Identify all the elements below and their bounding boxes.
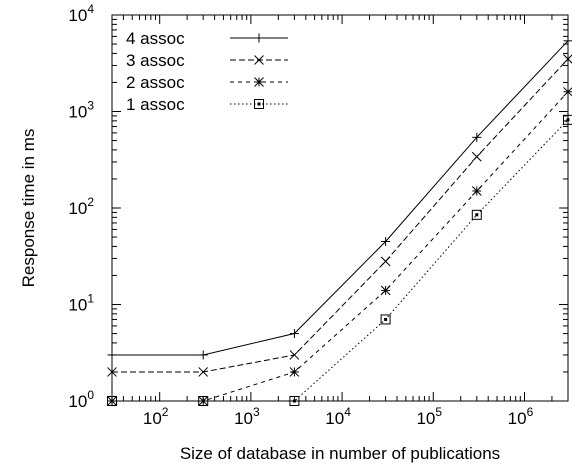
legend-label: 1 assoc (126, 95, 185, 114)
legend-marker (254, 55, 264, 65)
x-tick-label: 104 (325, 405, 351, 428)
x-tick-label: 102 (143, 405, 169, 428)
series (107, 36, 572, 406)
y-tick-label: 102 (68, 195, 94, 218)
series-point-3 (471, 186, 482, 196)
series-point-3 (289, 367, 300, 377)
legend-label: 2 assoc (126, 73, 185, 92)
series-point-1 (381, 236, 391, 246)
series-point-2 (289, 350, 300, 360)
series-point-1 (198, 350, 208, 360)
legend-label: 4 assoc (126, 29, 185, 48)
legend-marker (254, 99, 264, 109)
series-point-2 (471, 151, 482, 162)
series-point-1 (472, 132, 482, 142)
series-point-3 (380, 285, 391, 296)
series-point-2 (563, 54, 572, 64)
series-line-2 (112, 58, 569, 373)
series-point-2 (380, 256, 391, 267)
x-tick-label: 105 (416, 405, 442, 428)
x-axis-label: Size of database in number of publicatio… (180, 444, 500, 463)
y-axis-label: Response time in ms (19, 129, 38, 288)
series-line-1 (112, 40, 569, 356)
series-point-1 (107, 350, 117, 360)
series-point-1 (563, 36, 572, 46)
series-point-2 (107, 367, 117, 377)
series-point-3 (563, 86, 572, 97)
series-point-4 (107, 396, 117, 406)
series-point-4 (198, 396, 209, 406)
series-point-4 (563, 114, 572, 125)
y-tick-label: 101 (68, 292, 94, 315)
legend-label: 3 assoc (126, 51, 185, 70)
legend-marker (254, 77, 264, 87)
series-point-4 (380, 314, 391, 325)
y-tick-label: 103 (68, 99, 94, 122)
legend: 4 assoc 3 assoc 2 assoc 1 assoc (126, 29, 288, 114)
y-tick-label: 100 (68, 388, 94, 411)
series-point-4 (289, 396, 300, 406)
x-tick-label: 106 (508, 405, 534, 428)
series-point-2 (198, 367, 209, 377)
ticks (111, 14, 569, 402)
series-point-1 (289, 329, 299, 339)
y-tick-label: 104 (68, 2, 94, 25)
series-line-4 (112, 119, 569, 402)
series-point-4 (471, 209, 482, 220)
legend-marker (254, 33, 264, 43)
x-tick-label: 103 (234, 405, 260, 428)
tick-labels: 102 103 104 105 106 100 101 102 103 104 (68, 2, 533, 428)
